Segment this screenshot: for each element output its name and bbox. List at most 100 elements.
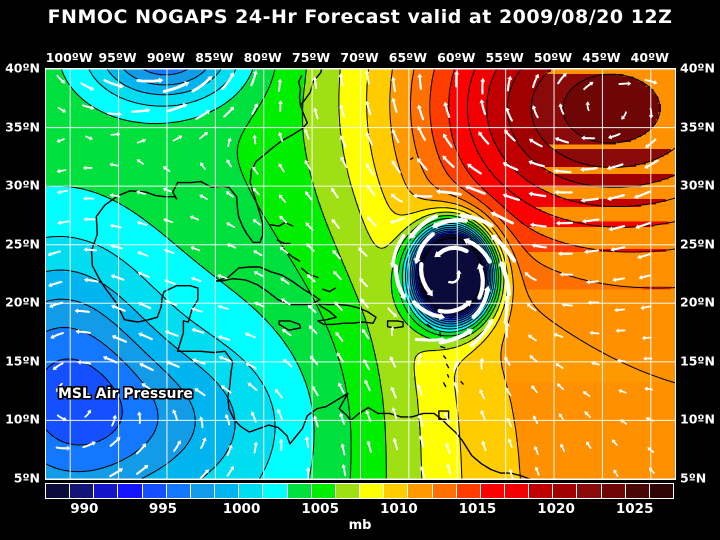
wind-arrowhead [57, 189, 61, 195]
wind-streamlet [172, 136, 181, 142]
wind-arrowhead [226, 243, 231, 248]
wind-arrowhead [144, 464, 149, 470]
wind-streamlet [445, 414, 450, 424]
wind-arrowhead [366, 184, 371, 189]
wind-arrowhead [442, 155, 447, 160]
wind-streamlet [471, 288, 490, 320]
wind-streamlet [283, 330, 292, 337]
wind-streamlet [418, 128, 426, 141]
lat-tick-40N: 40ºN [680, 60, 715, 76]
coastline [276, 239, 291, 245]
wind-streamlet [200, 439, 206, 450]
wind-streamlet [85, 135, 91, 139]
wind-arrowhead [313, 107, 318, 112]
wind-streamlet [557, 74, 566, 85]
wind-streamlet [77, 309, 90, 313]
wind-arrowhead [191, 307, 196, 312]
map-plot-area: MSL Air Pressure 10.0 m/s [45, 68, 676, 480]
wind-streamlet [251, 105, 257, 115]
wind-arrowhead [389, 356, 394, 361]
wind-arrowhead [644, 386, 648, 392]
wind-streamlet [227, 161, 233, 168]
wind-arrowhead [305, 466, 311, 471]
wind-streamlet [341, 445, 346, 456]
coastline [300, 267, 319, 279]
coastlines [90, 69, 531, 479]
wind-arrowhead [390, 76, 396, 81]
wind-arrowhead [56, 168, 61, 174]
wind-streamlet [391, 233, 406, 266]
lon-tick-55W: 55ºW [485, 50, 524, 65]
wind-streamlet [254, 220, 262, 226]
wind-streamlet [591, 332, 600, 335]
wind-arrowhead [498, 260, 506, 267]
wind-arrowhead [562, 72, 567, 78]
wind-streamlet [227, 139, 231, 148]
wind-arrowhead [362, 328, 366, 333]
wind-arrowhead [446, 463, 451, 468]
wind-arrowhead [613, 469, 618, 474]
wind-streamlet [477, 266, 485, 300]
wind-arrowhead [158, 77, 164, 84]
wind-arrowhead [280, 277, 285, 282]
wind-streamlet [307, 244, 315, 252]
wind-arrowhead [57, 220, 61, 226]
wind-streamlet [534, 244, 547, 249]
wind-streamlet [308, 275, 316, 283]
wind-arrowhead [253, 441, 259, 446]
wind-arrowhead [480, 410, 485, 415]
wind-streamlet [139, 272, 150, 279]
wind-arrowhead [226, 222, 231, 227]
wind-streamlet [340, 137, 347, 148]
wind-streamlet [561, 445, 566, 452]
wind-streamlet [140, 302, 152, 310]
wind-streamlet [340, 415, 346, 425]
wind-arrowhead [648, 115, 654, 119]
wind-streamlet [392, 100, 398, 113]
wind-streamlet [414, 337, 443, 342]
wind-arrowhead [252, 134, 257, 139]
wind-arrowhead [281, 298, 286, 303]
wind-arrowhead [335, 331, 340, 336]
wind-streamlet [532, 223, 547, 228]
coastline [426, 323, 433, 329]
wind-streamlet [556, 169, 572, 174]
wind-streamlet [250, 72, 257, 87]
wind-streamlet [195, 111, 209, 120]
wind-arrowhead [558, 103, 564, 108]
coastline [269, 221, 294, 227]
wind-arrowhead [555, 363, 560, 367]
wind-streamlet [444, 104, 451, 118]
wind-streamlet [443, 157, 455, 169]
wind-streamlet [82, 391, 90, 396]
wind-streamlet [419, 416, 424, 427]
wind-arrowhead [62, 108, 67, 113]
wind-streamlet [110, 133, 118, 136]
wind-arrowhead [365, 410, 370, 415]
wind-streamlet [367, 186, 376, 197]
wind-streamlet [392, 79, 397, 93]
wind-arrowhead [77, 359, 81, 365]
wind-arrowhead [529, 222, 534, 228]
wind-streamlet [563, 303, 574, 307]
wind-streamlet [201, 195, 208, 200]
wind-streamlet [368, 217, 377, 227]
wind-streamlet [333, 251, 341, 260]
wind-streamlet [165, 219, 174, 224]
wind-arrowhead [454, 70, 460, 75]
wind-streamlet [453, 362, 458, 373]
wind-streamlet [105, 357, 118, 364]
wind-streamlet [167, 331, 179, 337]
wind-arrowhead [331, 218, 336, 224]
wind-streamlet [114, 336, 127, 343]
wind-streamlet [417, 386, 423, 396]
wind-arrowhead [612, 277, 617, 283]
wind-arrowhead [417, 125, 422, 131]
wind-streamlet [335, 303, 343, 311]
wind-streamlet [194, 359, 206, 365]
wind-arrowhead [111, 334, 117, 340]
wind-streamlet [280, 217, 288, 224]
wind-arrowhead [279, 215, 284, 220]
wind-arrowhead [585, 101, 590, 105]
wind-streamlet [609, 163, 624, 170]
